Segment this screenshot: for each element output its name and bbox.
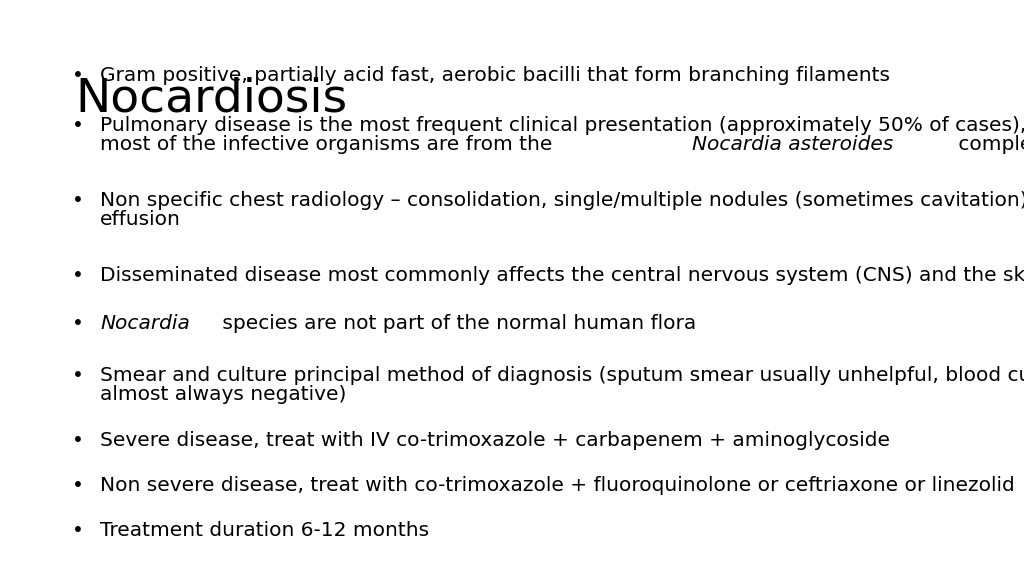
Text: Pulmonary disease is the most frequent clinical presentation (approximately 50% : Pulmonary disease is the most frequent c… bbox=[100, 116, 1024, 135]
Text: •: • bbox=[72, 431, 84, 450]
Text: •: • bbox=[72, 521, 84, 540]
Text: Non severe disease, treat with co-trimoxazole + fluoroquinolone or ceftriaxone o: Non severe disease, treat with co-trimox… bbox=[100, 476, 1015, 495]
Text: Nocardiosis: Nocardiosis bbox=[75, 76, 347, 121]
Text: Nocardia asteroides: Nocardia asteroides bbox=[692, 135, 893, 154]
Text: Disseminated disease most commonly affects the central nervous system (CNS) and : Disseminated disease most commonly affec… bbox=[100, 266, 1024, 285]
Text: •: • bbox=[72, 66, 84, 85]
Text: Severe disease, treat with IV co-trimoxazole + carbapenem + aminoglycoside: Severe disease, treat with IV co-trimoxa… bbox=[100, 431, 890, 450]
Text: Treatment duration 6-12 months: Treatment duration 6-12 months bbox=[100, 521, 429, 540]
Text: almost always negative): almost always negative) bbox=[100, 385, 346, 404]
Text: Smear and culture principal method of diagnosis (sputum smear usually unhelpful,: Smear and culture principal method of di… bbox=[100, 366, 1024, 385]
Text: •: • bbox=[72, 116, 84, 135]
Text: effusion: effusion bbox=[100, 210, 181, 229]
Text: •: • bbox=[72, 266, 84, 285]
Text: complex: complex bbox=[951, 135, 1024, 154]
Text: Gram positive, partially acid fast, aerobic bacilli that form branching filament: Gram positive, partially acid fast, aero… bbox=[100, 66, 890, 85]
Text: Non specific chest radiology – consolidation, single/multiple nodules (sometimes: Non specific chest radiology – consolida… bbox=[100, 191, 1024, 210]
Text: •: • bbox=[72, 191, 84, 210]
Text: Nocardia: Nocardia bbox=[100, 314, 189, 333]
Text: •: • bbox=[72, 366, 84, 385]
Text: species are not part of the normal human flora: species are not part of the normal human… bbox=[216, 314, 696, 333]
Text: •: • bbox=[72, 476, 84, 495]
Text: most of the infective organisms are from the: most of the infective organisms are from… bbox=[100, 135, 559, 154]
Text: •: • bbox=[72, 314, 84, 333]
